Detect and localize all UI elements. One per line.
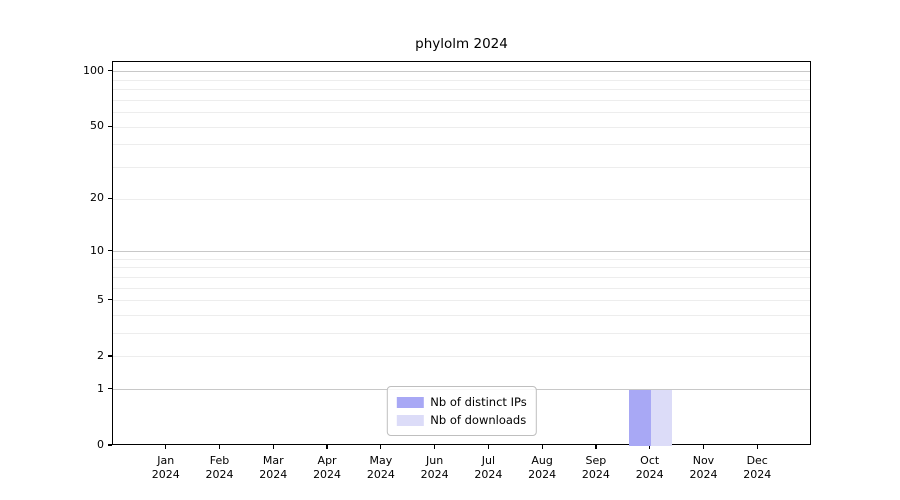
legend-swatch	[396, 414, 424, 426]
minor-gridline	[113, 126, 810, 128]
x-tick-year: 2024	[366, 468, 395, 481]
minor-gridline	[113, 79, 810, 81]
x-tick-mark	[649, 445, 651, 449]
x-tick-label: Jun 2024	[407, 454, 463, 482]
legend-entry: Nb of distinct IPs	[396, 393, 527, 411]
x-tick-mark	[487, 445, 489, 449]
x-tick-mark	[756, 445, 758, 449]
x-tick-label: Aug 2024	[514, 454, 570, 482]
legend-swatch	[396, 396, 424, 408]
x-tick-year: 2024	[205, 468, 234, 481]
major-gridline	[113, 251, 810, 253]
x-tick-year: 2024	[420, 468, 449, 481]
minor-gridline	[113, 144, 810, 146]
minor-gridline	[113, 112, 810, 114]
y-tick-mark	[107, 299, 112, 301]
x-tick-year: 2024	[313, 468, 342, 481]
x-tick-month: Jul	[481, 454, 496, 467]
x-tick-mark	[326, 445, 328, 449]
x-tick-month: Nov	[692, 454, 715, 467]
minor-gridline	[113, 300, 810, 302]
minor-gridline	[113, 267, 810, 269]
y-tick-mark	[107, 355, 112, 357]
x-tick-year: 2024	[259, 468, 288, 481]
x-tick-mark	[165, 445, 167, 449]
x-tick-label: Feb 2024	[192, 454, 248, 482]
y-tick-label: 5	[97, 292, 104, 306]
y-tick-mark	[107, 444, 112, 446]
x-tick-label: Apr 2024	[299, 454, 355, 482]
legend: Nb of distinct IPs Nb of downloads	[386, 386, 537, 436]
minor-gridline	[113, 276, 810, 278]
minor-gridline	[113, 167, 810, 169]
x-tick-month: May	[369, 454, 393, 467]
x-tick-month: Sep	[585, 454, 607, 467]
bar-downloads	[650, 389, 673, 446]
y-tick-mark	[107, 70, 112, 72]
x-tick-year: 2024	[474, 468, 503, 481]
x-tick-month: Aug	[531, 454, 553, 467]
y-tick-mark	[107, 249, 112, 252]
x-tick-month: Jun	[426, 454, 444, 467]
x-tick-year: 2024	[151, 468, 180, 481]
x-tick-mark	[702, 445, 705, 449]
minor-gridline	[113, 315, 810, 316]
x-tick-year: 2024	[528, 468, 557, 481]
x-tick-mark	[380, 445, 382, 449]
legend-label: Nb of distinct IPs	[430, 395, 527, 409]
minor-gridline	[113, 287, 810, 289]
y-tick-label: 2	[97, 348, 104, 362]
legend-entry: Nb of downloads	[396, 411, 526, 429]
x-tick-mark	[218, 445, 221, 449]
plot-area: Nb of distinct IPs Nb of downloads	[112, 61, 811, 446]
y-tick-label: 100	[83, 63, 104, 77]
major-gridline	[113, 71, 810, 73]
x-tick-label: Mar 2024	[245, 454, 301, 482]
y-tick-label: 1	[97, 381, 104, 395]
x-tick-label: May 2024	[353, 454, 409, 482]
x-tick-year: 2024	[743, 468, 772, 481]
x-tick-month: Dec	[746, 454, 768, 467]
bar-distinct-ips	[629, 389, 651, 446]
x-tick-label: Sep 2024	[568, 454, 624, 482]
x-tick-year: 2024	[689, 468, 718, 481]
y-tick-mark	[107, 197, 112, 199]
minor-gridline	[113, 89, 810, 91]
x-tick-month: Jan	[157, 454, 175, 467]
minor-gridline	[113, 356, 810, 358]
x-tick-mark	[595, 445, 597, 449]
x-tick-year: 2024	[635, 468, 664, 481]
x-tick-label: Jan 2024	[138, 454, 194, 482]
y-tick-label: 10	[90, 243, 104, 257]
x-tick-label: Dec 2024	[729, 454, 785, 482]
x-tick-label: Oct 2024	[622, 454, 678, 482]
x-tick-mark	[541, 445, 543, 449]
x-tick-month: Apr	[317, 454, 337, 467]
minor-gridline	[113, 198, 810, 200]
x-tick-month: Feb	[209, 454, 230, 467]
y-tick-label: 0	[97, 438, 104, 451]
y-tick-mark	[107, 125, 112, 127]
minor-gridline	[113, 99, 810, 101]
minor-gridline	[113, 258, 810, 260]
y-tick-label: 20	[90, 191, 104, 205]
x-tick-label: Nov 2024	[675, 454, 731, 482]
x-tick-label: Jul 2024	[460, 454, 516, 482]
legend-label: Nb of downloads	[430, 413, 527, 427]
y-tick-mark	[107, 388, 112, 390]
x-tick-mark	[272, 445, 274, 449]
x-tick-month: Oct	[640, 454, 660, 467]
minor-gridline	[113, 333, 810, 335]
x-tick-month: Mar	[262, 454, 284, 467]
x-tick-mark	[434, 445, 436, 449]
chart-title: phylolm 2024	[415, 36, 508, 52]
x-tick-year: 2024	[581, 468, 610, 481]
y-tick-label: 50	[90, 119, 104, 133]
